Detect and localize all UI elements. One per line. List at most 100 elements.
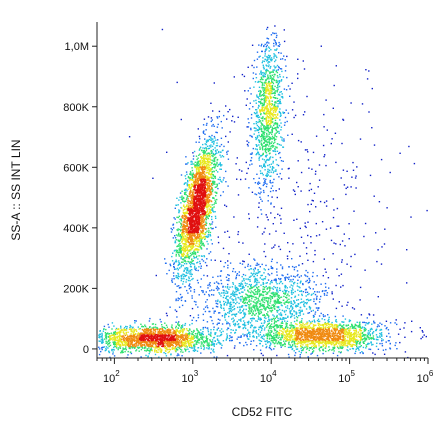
event-dot <box>213 351 215 353</box>
event-dot <box>248 294 250 297</box>
event-dot <box>264 75 266 78</box>
event-dot <box>321 324 323 326</box>
event-dot <box>141 346 143 348</box>
event-dot <box>217 327 220 329</box>
event-dot <box>362 321 364 324</box>
event-dot <box>389 343 391 345</box>
event-dot <box>211 145 214 147</box>
event-dot <box>274 101 276 104</box>
event-dot <box>245 327 247 330</box>
event-dot <box>267 170 269 173</box>
event-dot <box>258 286 260 288</box>
event-dot <box>250 343 252 345</box>
event-dot <box>289 88 291 90</box>
event-dot <box>221 127 223 129</box>
event-dot <box>274 339 276 341</box>
event-dot <box>178 262 180 264</box>
event-dot <box>264 131 266 134</box>
event-dot <box>263 135 265 137</box>
event-dot <box>180 237 182 240</box>
event-dot <box>273 294 275 296</box>
event-dot <box>212 155 214 158</box>
event-dot <box>194 349 197 351</box>
event-dot <box>201 337 203 339</box>
event-dot <box>213 206 215 208</box>
event-dot <box>375 232 377 234</box>
event-dot <box>256 66 258 68</box>
event-dot <box>178 321 180 323</box>
event-dot <box>267 302 269 304</box>
event-dot <box>310 203 312 205</box>
event-dot <box>187 333 189 335</box>
event-dot <box>289 324 291 326</box>
event-dot <box>269 181 271 183</box>
event-dot <box>317 322 319 325</box>
event-dot <box>270 163 273 165</box>
event-dot <box>187 335 190 337</box>
event-dot <box>278 130 280 133</box>
event-dot <box>233 295 235 297</box>
event-dot <box>360 345 362 347</box>
event-dot <box>421 330 423 332</box>
event-dot <box>263 335 265 337</box>
event-dot <box>268 318 270 320</box>
event-dot <box>365 338 368 341</box>
event-dot <box>256 307 258 309</box>
event-dot <box>354 325 356 327</box>
event-dot <box>226 321 228 323</box>
event-dot <box>346 170 348 172</box>
event-dot <box>113 325 115 327</box>
event-dot <box>275 42 277 44</box>
event-dot <box>211 204 213 206</box>
event-dot <box>272 307 274 309</box>
event-dot <box>236 288 238 291</box>
event-dot <box>171 260 174 262</box>
event-dot <box>109 344 112 347</box>
event-dot <box>197 332 199 334</box>
event-dot <box>275 341 277 343</box>
event-dot <box>263 272 265 274</box>
event-dot <box>261 138 263 140</box>
event-dot <box>370 342 372 344</box>
event-dot <box>263 102 265 104</box>
event-dot <box>267 126 269 128</box>
event-dot <box>140 323 142 325</box>
event-dot <box>270 212 272 214</box>
event-dot <box>273 246 275 248</box>
event-dot <box>261 154 263 157</box>
event-dot <box>355 335 357 337</box>
event-dot <box>365 69 367 71</box>
event-dot <box>268 322 270 324</box>
event-dot <box>166 151 168 153</box>
event-dot <box>113 355 116 357</box>
event-dot <box>121 328 123 331</box>
event-dot <box>220 307 223 309</box>
event-dot <box>285 285 287 288</box>
event-dot <box>155 346 157 349</box>
event-dot <box>110 338 113 340</box>
event-dot <box>274 133 276 135</box>
event-dot <box>273 103 276 106</box>
event-dot <box>365 322 367 324</box>
event-dot <box>273 53 275 55</box>
event-dot <box>185 274 188 277</box>
event-dot <box>229 305 231 308</box>
event-dot <box>326 327 329 329</box>
event-dot <box>218 110 221 113</box>
event-dot <box>299 327 302 329</box>
event-dot <box>279 101 281 103</box>
event-dot <box>273 137 275 139</box>
event-dot <box>257 271 260 273</box>
event-dot <box>364 333 366 336</box>
event-dot <box>322 314 324 316</box>
event-dot <box>259 300 261 302</box>
event-dot <box>270 331 273 333</box>
event-dot <box>271 141 273 143</box>
event-dot <box>201 160 204 162</box>
event-dot <box>194 268 196 270</box>
event-dot <box>177 277 179 280</box>
event-dot <box>300 342 302 344</box>
event-dot <box>263 291 265 293</box>
event-dot <box>212 227 214 230</box>
event-dot <box>257 299 260 301</box>
